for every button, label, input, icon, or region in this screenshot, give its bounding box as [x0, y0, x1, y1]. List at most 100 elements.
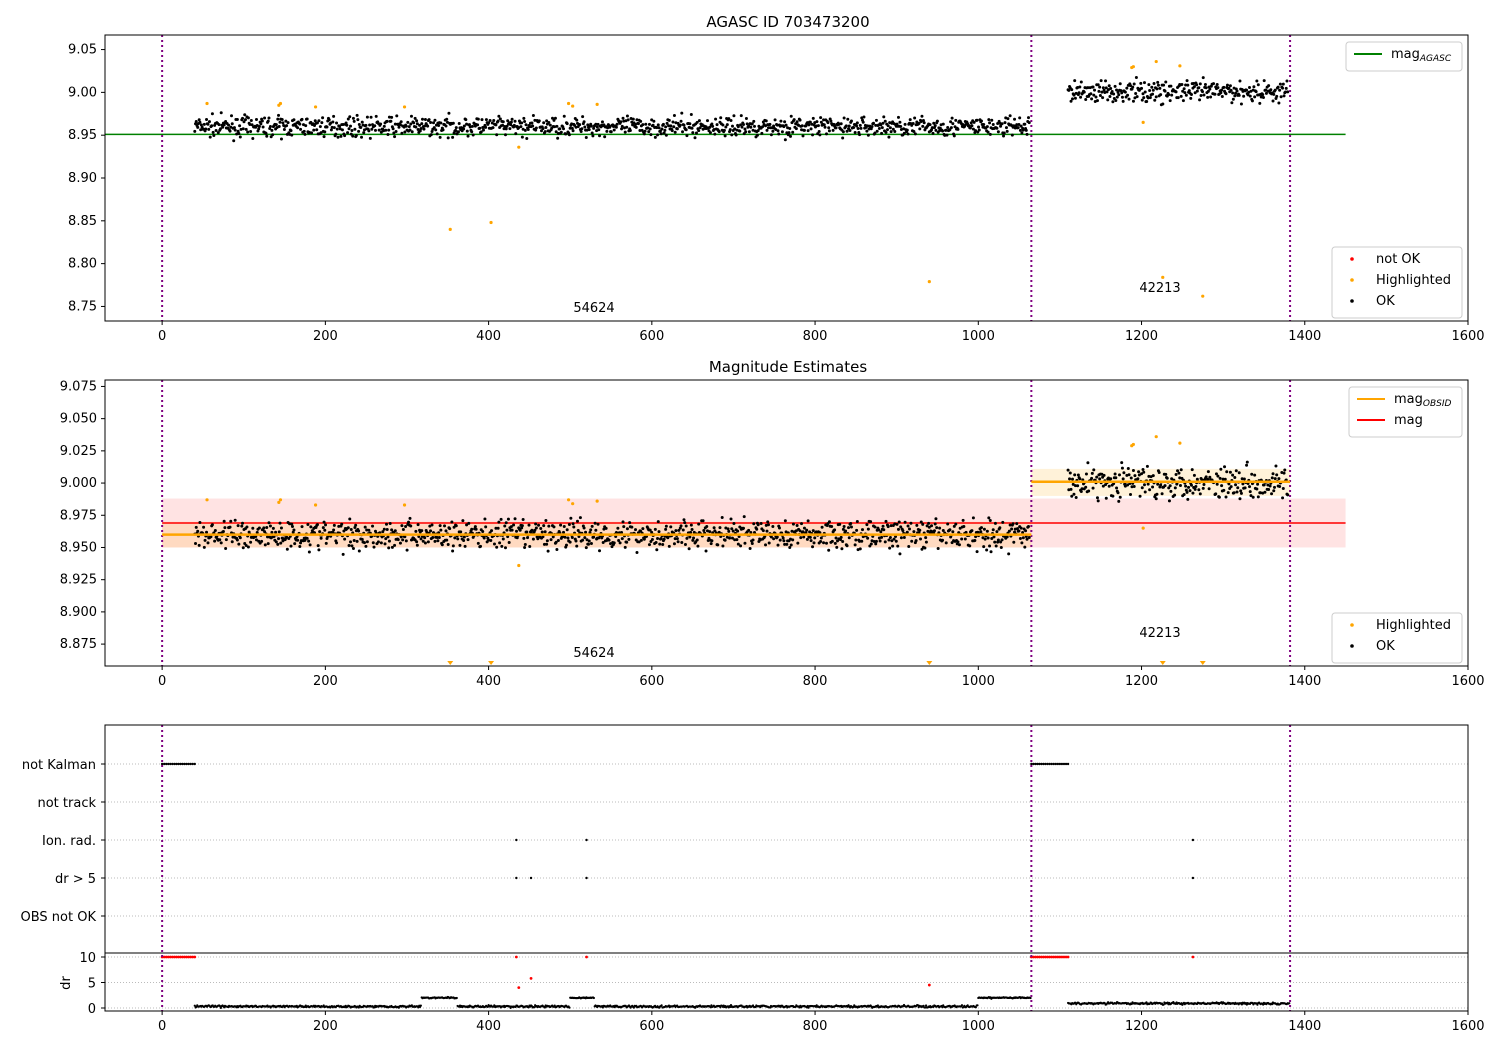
ok-point	[915, 523, 919, 527]
ok-point	[265, 535, 269, 539]
ok-point	[526, 128, 530, 132]
ok-point	[970, 124, 974, 128]
ok-point	[430, 523, 434, 527]
ok-point	[467, 521, 471, 525]
ok-point	[812, 541, 816, 545]
ok-point	[320, 121, 324, 125]
ok-point	[553, 116, 557, 120]
ok-point	[496, 526, 500, 530]
ok-point	[386, 132, 390, 136]
ok-point	[570, 126, 574, 130]
ok-point	[789, 114, 793, 118]
ok-point	[207, 127, 211, 131]
ok-point	[592, 535, 596, 539]
dr-red-point	[1034, 955, 1037, 959]
offscale-marker	[1159, 661, 1166, 665]
ok-point	[1239, 489, 1243, 493]
ok-point	[858, 547, 862, 551]
ok-point	[878, 539, 882, 543]
ok-point	[1079, 95, 1083, 99]
ok-point	[691, 538, 695, 542]
ok-point	[394, 130, 398, 134]
ok-point	[584, 530, 588, 534]
ok-point	[217, 123, 221, 127]
flag-point	[1034, 762, 1037, 766]
ok-point	[853, 543, 857, 547]
ok-point	[727, 117, 731, 121]
dr-tick-label: 10	[79, 951, 96, 966]
ok-point	[903, 520, 907, 524]
ok-point	[726, 527, 730, 531]
ok-point	[576, 529, 580, 533]
highlighted-point	[205, 498, 209, 502]
ok-point	[631, 117, 635, 121]
dr-red-point	[1031, 955, 1035, 959]
ok-point	[998, 526, 1002, 530]
ok-point	[1115, 486, 1119, 490]
flag-point	[177, 762, 180, 766]
ok-point	[1173, 493, 1177, 497]
ok-point	[870, 125, 874, 129]
ok-point	[198, 520, 202, 524]
ok-point	[1101, 86, 1105, 90]
ok-point	[881, 121, 885, 125]
flag-point	[529, 876, 533, 880]
ok-point	[362, 128, 366, 132]
ok-point	[1132, 82, 1136, 86]
flag-point	[1044, 762, 1047, 766]
ok-point	[710, 122, 714, 126]
ok-point	[512, 523, 516, 527]
ok-point	[794, 127, 798, 131]
ok-point	[666, 536, 670, 540]
ok-point	[1156, 482, 1160, 486]
ok-point	[571, 129, 575, 133]
dr-point	[974, 1006, 977, 1009]
x-tick-label: 800	[803, 674, 828, 689]
dr-point	[876, 1004, 880, 1007]
ok-point	[390, 115, 394, 119]
ok-point	[893, 130, 897, 134]
ok-point	[771, 524, 775, 528]
ok-point	[298, 544, 302, 548]
ok-point	[1214, 472, 1218, 476]
ok-point	[295, 535, 299, 539]
ok-point	[717, 130, 721, 134]
ok-point	[717, 530, 721, 534]
ok-point	[635, 550, 639, 554]
ok-point	[504, 127, 508, 131]
ok-point	[415, 122, 419, 126]
ok-point	[1169, 84, 1173, 88]
ok-point	[660, 127, 664, 131]
ok-point	[1067, 88, 1071, 92]
ok-point	[327, 118, 331, 122]
ok-point	[393, 543, 397, 547]
ok-point	[1167, 93, 1171, 97]
ok-point	[416, 127, 420, 131]
ok-point	[1186, 497, 1190, 501]
ok-point	[1099, 79, 1103, 83]
ok-point	[1243, 486, 1247, 490]
flag-point	[185, 762, 188, 766]
ok-point	[883, 540, 887, 544]
ok-point	[1181, 99, 1185, 103]
ok-point	[414, 529, 418, 533]
ok-point	[1275, 473, 1279, 477]
ok-point	[886, 525, 890, 529]
ok-point	[815, 120, 819, 124]
ok-point	[1120, 461, 1124, 465]
x-tick-label: 0	[158, 674, 166, 689]
ok-point	[674, 529, 678, 533]
ok-point	[680, 111, 684, 115]
ok-point	[349, 540, 353, 544]
ok-point	[203, 538, 207, 542]
ok-point	[1079, 490, 1083, 494]
y-tick-label: 9.00	[68, 85, 97, 100]
ok-point	[459, 530, 463, 534]
highlighted-point	[402, 503, 407, 507]
ok-point	[964, 530, 968, 534]
ok-point	[404, 525, 408, 529]
ok-point	[559, 523, 563, 527]
dr-point	[1145, 1001, 1148, 1004]
ok-point	[1258, 101, 1262, 105]
ok-point	[1072, 492, 1076, 496]
